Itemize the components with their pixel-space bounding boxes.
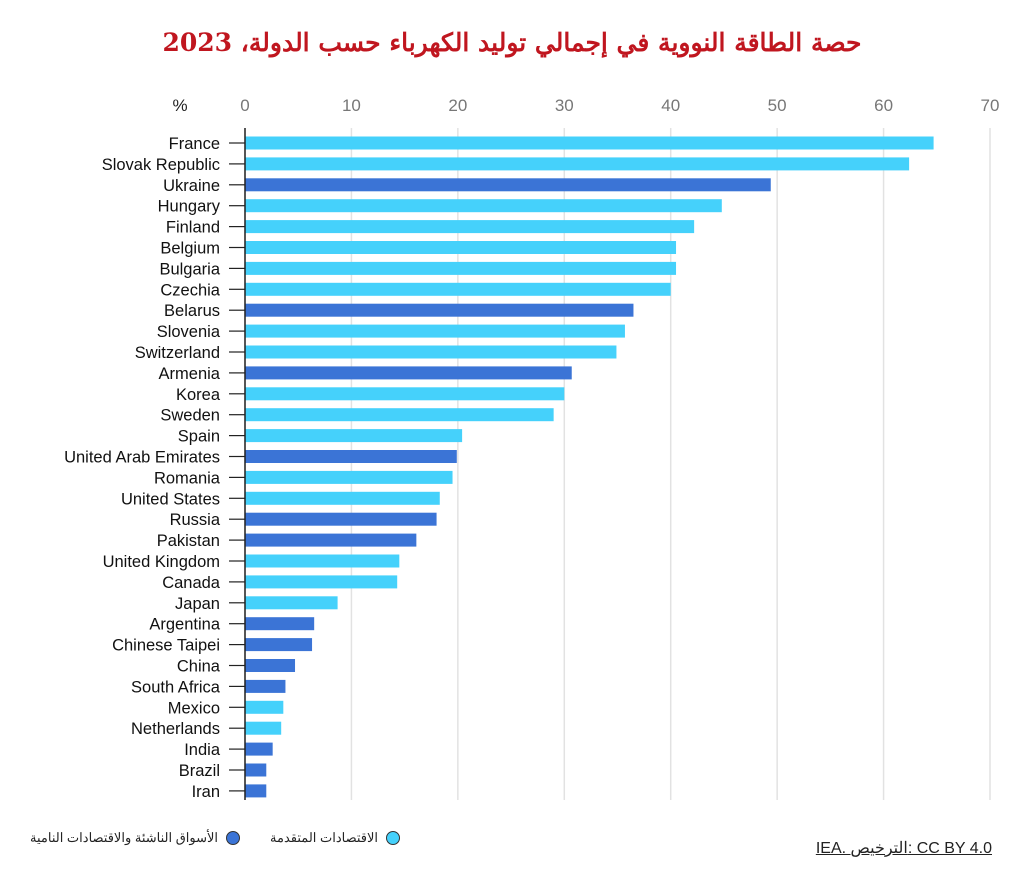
bar-korea [245,387,565,401]
bar-slovenia [245,324,625,338]
bar-sweden [245,408,554,422]
legend-item-emerging: الأسواق الناشئة والاقتصادات النامية [30,830,241,846]
bar-romania [245,470,453,484]
bar-brazil [245,763,267,777]
bar-pakistan [245,533,417,547]
category-label: United States [121,490,220,508]
x-tick-label: 0 [240,96,249,115]
x-tick-label: 20 [448,96,467,115]
bar-switzerland [245,345,617,359]
category-label: Slovak Republic [102,156,220,174]
bar-spain [245,429,463,443]
x-tick-label: 10 [342,96,361,115]
category-label: Brazil [179,762,220,780]
legend-swatch-icon [226,831,241,845]
category-label: Pakistan [157,532,220,550]
bar-slovak-republic [245,157,910,171]
category-label: Spain [178,428,220,446]
bar-czechia [245,282,671,296]
x-tick-label: 50 [768,96,787,115]
bar-russia [245,512,437,526]
category-label: Slovenia [157,323,221,341]
category-label: Sweden [160,407,220,425]
chart-title: حصة الطاقة النووية في إجمالي توليد الكهر… [162,28,862,57]
category-label: Argentina [149,616,220,634]
category-label: Switzerland [135,344,220,362]
x-tick-label: 40 [661,96,680,115]
category-label: Netherlands [131,720,220,738]
bar-canada [245,575,398,589]
bar-armenia [245,366,572,380]
bar-india [245,742,273,756]
bar-iran [245,784,267,798]
category-label: South Africa [131,678,221,696]
bar-belarus [245,303,634,317]
category-label: Iran [192,783,220,801]
legend: الاقتصادات المتقدمة الأسواق الناشئة والا… [30,830,401,846]
legend-item-advanced: الاقتصادات المتقدمة [270,830,401,846]
category-label: Ukraine [163,177,220,195]
category-label: United Kingdom [103,553,220,571]
bar-finland [245,220,695,234]
legend-label: الاقتصادات المتقدمة [270,830,379,845]
x-axis-unit: % [172,96,187,115]
category-label: Bulgaria [159,260,220,278]
x-tick-label: 60 [874,96,893,115]
category-label: Korea [176,386,221,404]
category-label: France [169,135,220,153]
category-label: Russia [170,511,221,529]
bar-ukraine [245,178,771,192]
category-label: Hungary [158,198,221,216]
bar-china [245,659,296,672]
bar-hungary [245,199,722,213]
bar-mexico [245,700,284,714]
category-label: India [184,741,221,759]
bar-chinese-taipei [245,638,313,652]
category-label: Canada [162,574,221,592]
category-label: Chinese Taipei [112,637,220,655]
bar-france [245,136,934,150]
bar-united-kingdom [245,554,400,568]
x-tick-label: 70 [981,96,1000,115]
category-label: Czechia [160,281,220,299]
bar-netherlands [245,721,282,735]
legend-swatch-icon [386,831,401,845]
category-label: Belgium [160,240,220,258]
category-label: Finland [166,219,220,237]
category-label: United Arab Emirates [64,449,220,467]
category-label: Japan [175,595,220,613]
bar-south-africa [245,679,286,693]
bar-bulgaria [245,261,677,275]
category-label: Belarus [164,302,220,320]
category-label: Mexico [168,699,220,717]
bar-chart: 0 10 20 30 40 50 60 70% France Slovak Republic Ukr… [64,96,1000,801]
category-label: China [177,658,221,676]
legend-label: الأسواق الناشئة والاقتصادات النامية [30,830,219,845]
category-label: Romania [154,469,221,487]
category-label: Armenia [159,365,221,383]
bar-belgium [245,241,677,254]
license-link[interactable]: IEA. الترخيص: CC BY 4.0 [815,840,992,857]
bar-argentina [245,617,315,631]
bar-united-states [245,491,440,505]
bar-united-arab-emirates [245,450,457,463]
bar-japan [245,596,338,610]
x-tick-label: 30 [555,96,574,115]
